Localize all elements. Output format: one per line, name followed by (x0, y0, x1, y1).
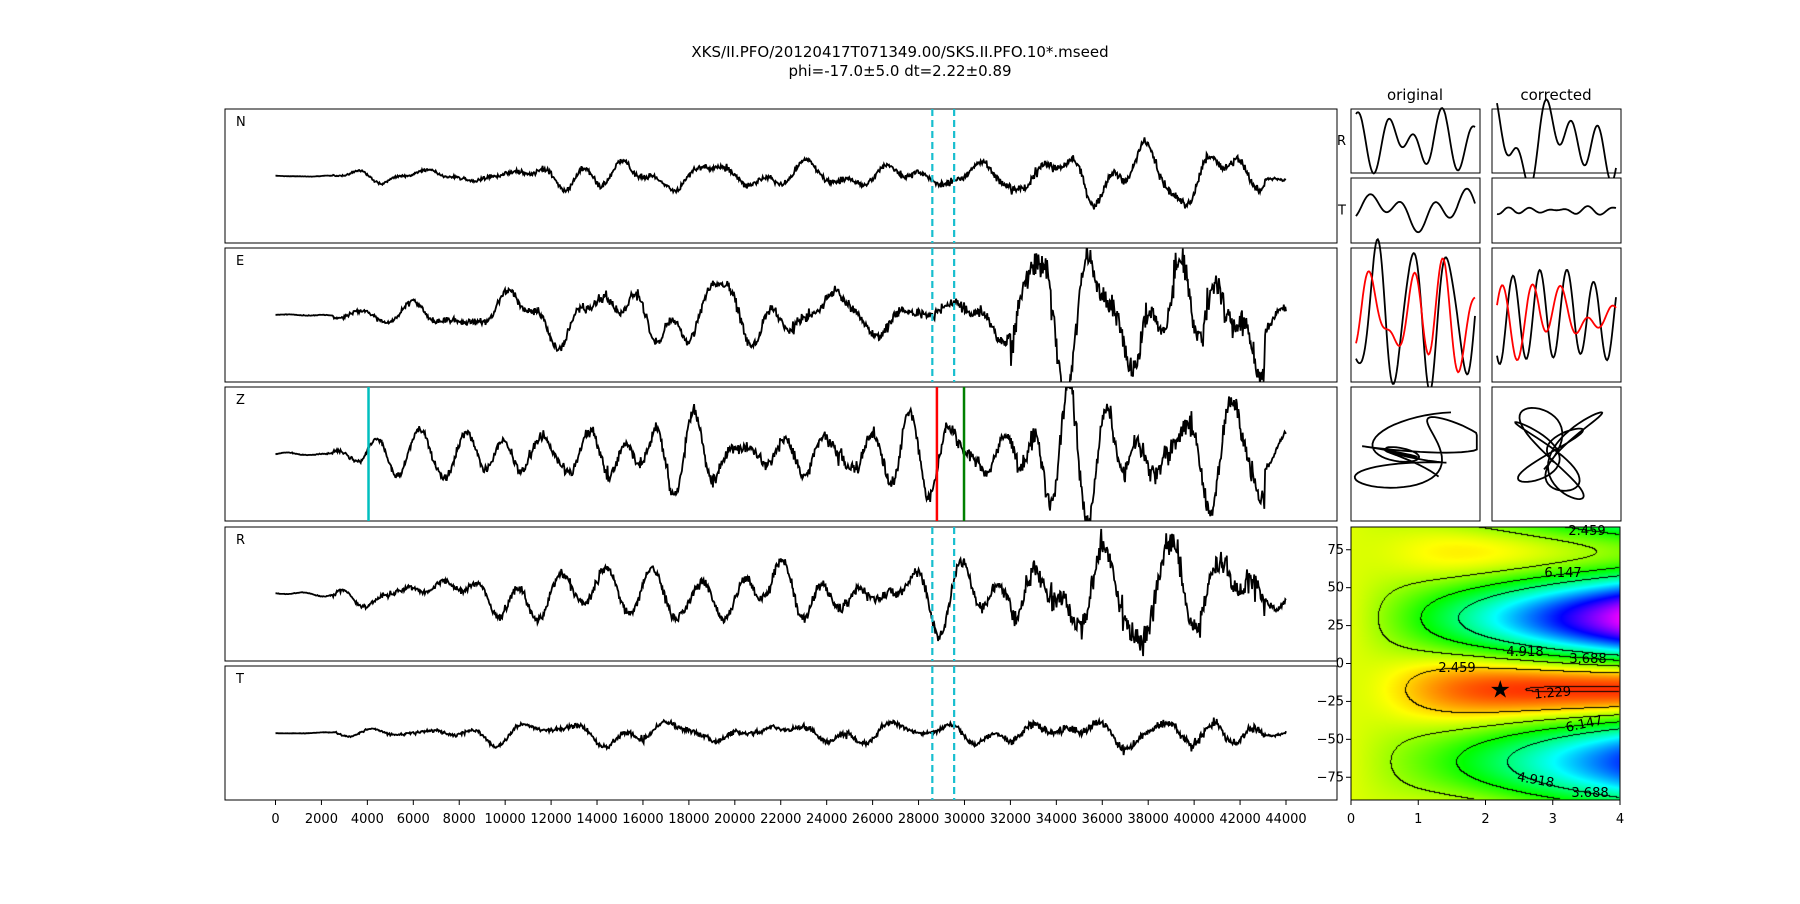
small-panel-corrected-3 (1491, 386, 1622, 522)
time-axis: 0 2000 4000 6000 8000 10000 12000 14000 16000 180… (271, 800, 1307, 827)
waveform-line (275, 528, 1287, 657)
panel-frame (224, 247, 1338, 383)
x-tick-label: 24000 (806, 812, 847, 827)
trace-panel-E: E (224, 247, 1338, 383)
small-panel-original-1: T (1337, 177, 1481, 244)
y-tick-label: −75 (1317, 770, 1344, 785)
waveform-line (1496, 268, 1617, 366)
x-tick-label: 38000 (1128, 812, 1169, 827)
y-tick-label: −50 (1317, 732, 1344, 747)
contour-label: 2.459 (1568, 524, 1605, 539)
x-tick-label: 12000 (530, 812, 571, 827)
particle-motion-line (1514, 406, 1604, 501)
figure-title: XKS/II.PFO/20120417T071349.00/SKS.II.PFO… (691, 43, 1108, 61)
x-tick-label: 30000 (944, 812, 985, 827)
y-tick-label: 75 (1327, 543, 1344, 558)
panel-frame (224, 386, 1338, 522)
x-tick-label: 20000 (714, 812, 755, 827)
x-tick-label: 28000 (898, 812, 939, 827)
x-tick-label: 16000 (622, 812, 663, 827)
x-tick-label: 8000 (443, 812, 476, 827)
panel-frame (224, 526, 1338, 662)
trace-label: Z (236, 393, 245, 408)
contour-label: 6.147 (1544, 566, 1581, 581)
x-tick-label: 2000 (305, 812, 338, 827)
panel-frame (1350, 108, 1481, 174)
y-tick-label: 25 (1327, 619, 1344, 634)
trace-label: N (236, 115, 246, 130)
x-tick-label: 1 (1414, 812, 1422, 827)
trace-panel-T: T (224, 665, 1338, 801)
best-fit-star-icon: ★ (1490, 675, 1512, 703)
waveform-line (1355, 187, 1476, 234)
shifted-waveform-line (1496, 283, 1617, 362)
waveform-line (275, 387, 1287, 521)
small-panel-corrected-0 (1491, 98, 1622, 189)
x-tick-label: 2 (1481, 812, 1489, 827)
x-tick-label: 22000 (760, 812, 801, 827)
trace-panel-Z: Z (224, 386, 1338, 522)
waveform-line (1355, 237, 1476, 393)
contour-label: 3.688 (1569, 652, 1606, 667)
small-panel-corrected-1 (1491, 177, 1622, 244)
x-tick-label: 18000 (668, 812, 709, 827)
small-panel-original-0: R (1337, 107, 1481, 175)
x-tick-label: 4000 (351, 812, 384, 827)
contour-label: 4.918 (1516, 770, 1555, 791)
contour-label: 4.918 (1506, 645, 1543, 660)
row-label: R (1337, 134, 1346, 149)
trace-panel-R: R (224, 526, 1338, 662)
small-panel-corrected-2 (1491, 247, 1622, 383)
x-tick-label: 0 (1347, 812, 1355, 827)
y-tick-label: 0 (1336, 657, 1344, 672)
x-tick-label: 36000 (1082, 812, 1123, 827)
small-panel-original-3 (1350, 386, 1481, 522)
x-tick-label: 0 (271, 812, 279, 827)
x-tick-label: 10000 (484, 812, 525, 827)
x-tick-label: 26000 (852, 812, 893, 827)
x-tick-label: 3 (1549, 812, 1557, 827)
panel-frame (1350, 247, 1481, 383)
x-tick-label: 34000 (1036, 812, 1077, 827)
trace-label: R (236, 533, 245, 548)
waveform-line (275, 716, 1287, 756)
y-tick-label: 50 (1327, 581, 1344, 596)
trace-panel-N: N (224, 108, 1338, 244)
trace-label: E (236, 254, 244, 269)
contour-label: 2.459 (1438, 661, 1475, 676)
figure-subtitle: phi=-17.0±5.0 dt=2.22±0.89 (788, 62, 1011, 80)
x-tick-label: 42000 (1219, 812, 1260, 827)
column-title-original: original (1387, 86, 1443, 104)
x-tick-label: 40000 (1173, 812, 1214, 827)
panel-frame (224, 108, 1338, 244)
x-tick-label: 32000 (990, 812, 1031, 827)
row-label: T (1337, 204, 1346, 219)
small-panel-original-2 (1350, 237, 1481, 393)
waveform-line (1496, 98, 1617, 189)
waveform-line (1355, 107, 1476, 175)
x-tick-label: 44000 (1265, 812, 1306, 827)
x-tick-label: 6000 (397, 812, 430, 827)
grid-search-heatmap (1351, 527, 1620, 800)
waveform-line (1496, 205, 1617, 216)
waveform-line (275, 248, 1287, 382)
panel-frame (1350, 386, 1481, 522)
contour-label: 1.229 (1534, 684, 1572, 702)
panel-frame (1350, 177, 1481, 244)
column-title-corrected: corrected (1520, 86, 1591, 104)
x-tick-label: 14000 (576, 812, 617, 827)
shifted-waveform-line (1355, 257, 1476, 374)
y-tick-label: −25 (1317, 694, 1344, 709)
panel-frame (1491, 247, 1622, 383)
particle-motion-line (1353, 411, 1478, 489)
trace-label: T (235, 672, 244, 687)
contour-label: 3.688 (1571, 786, 1608, 801)
x-tick-label: 4 (1616, 812, 1624, 827)
waveform-line (275, 137, 1287, 210)
